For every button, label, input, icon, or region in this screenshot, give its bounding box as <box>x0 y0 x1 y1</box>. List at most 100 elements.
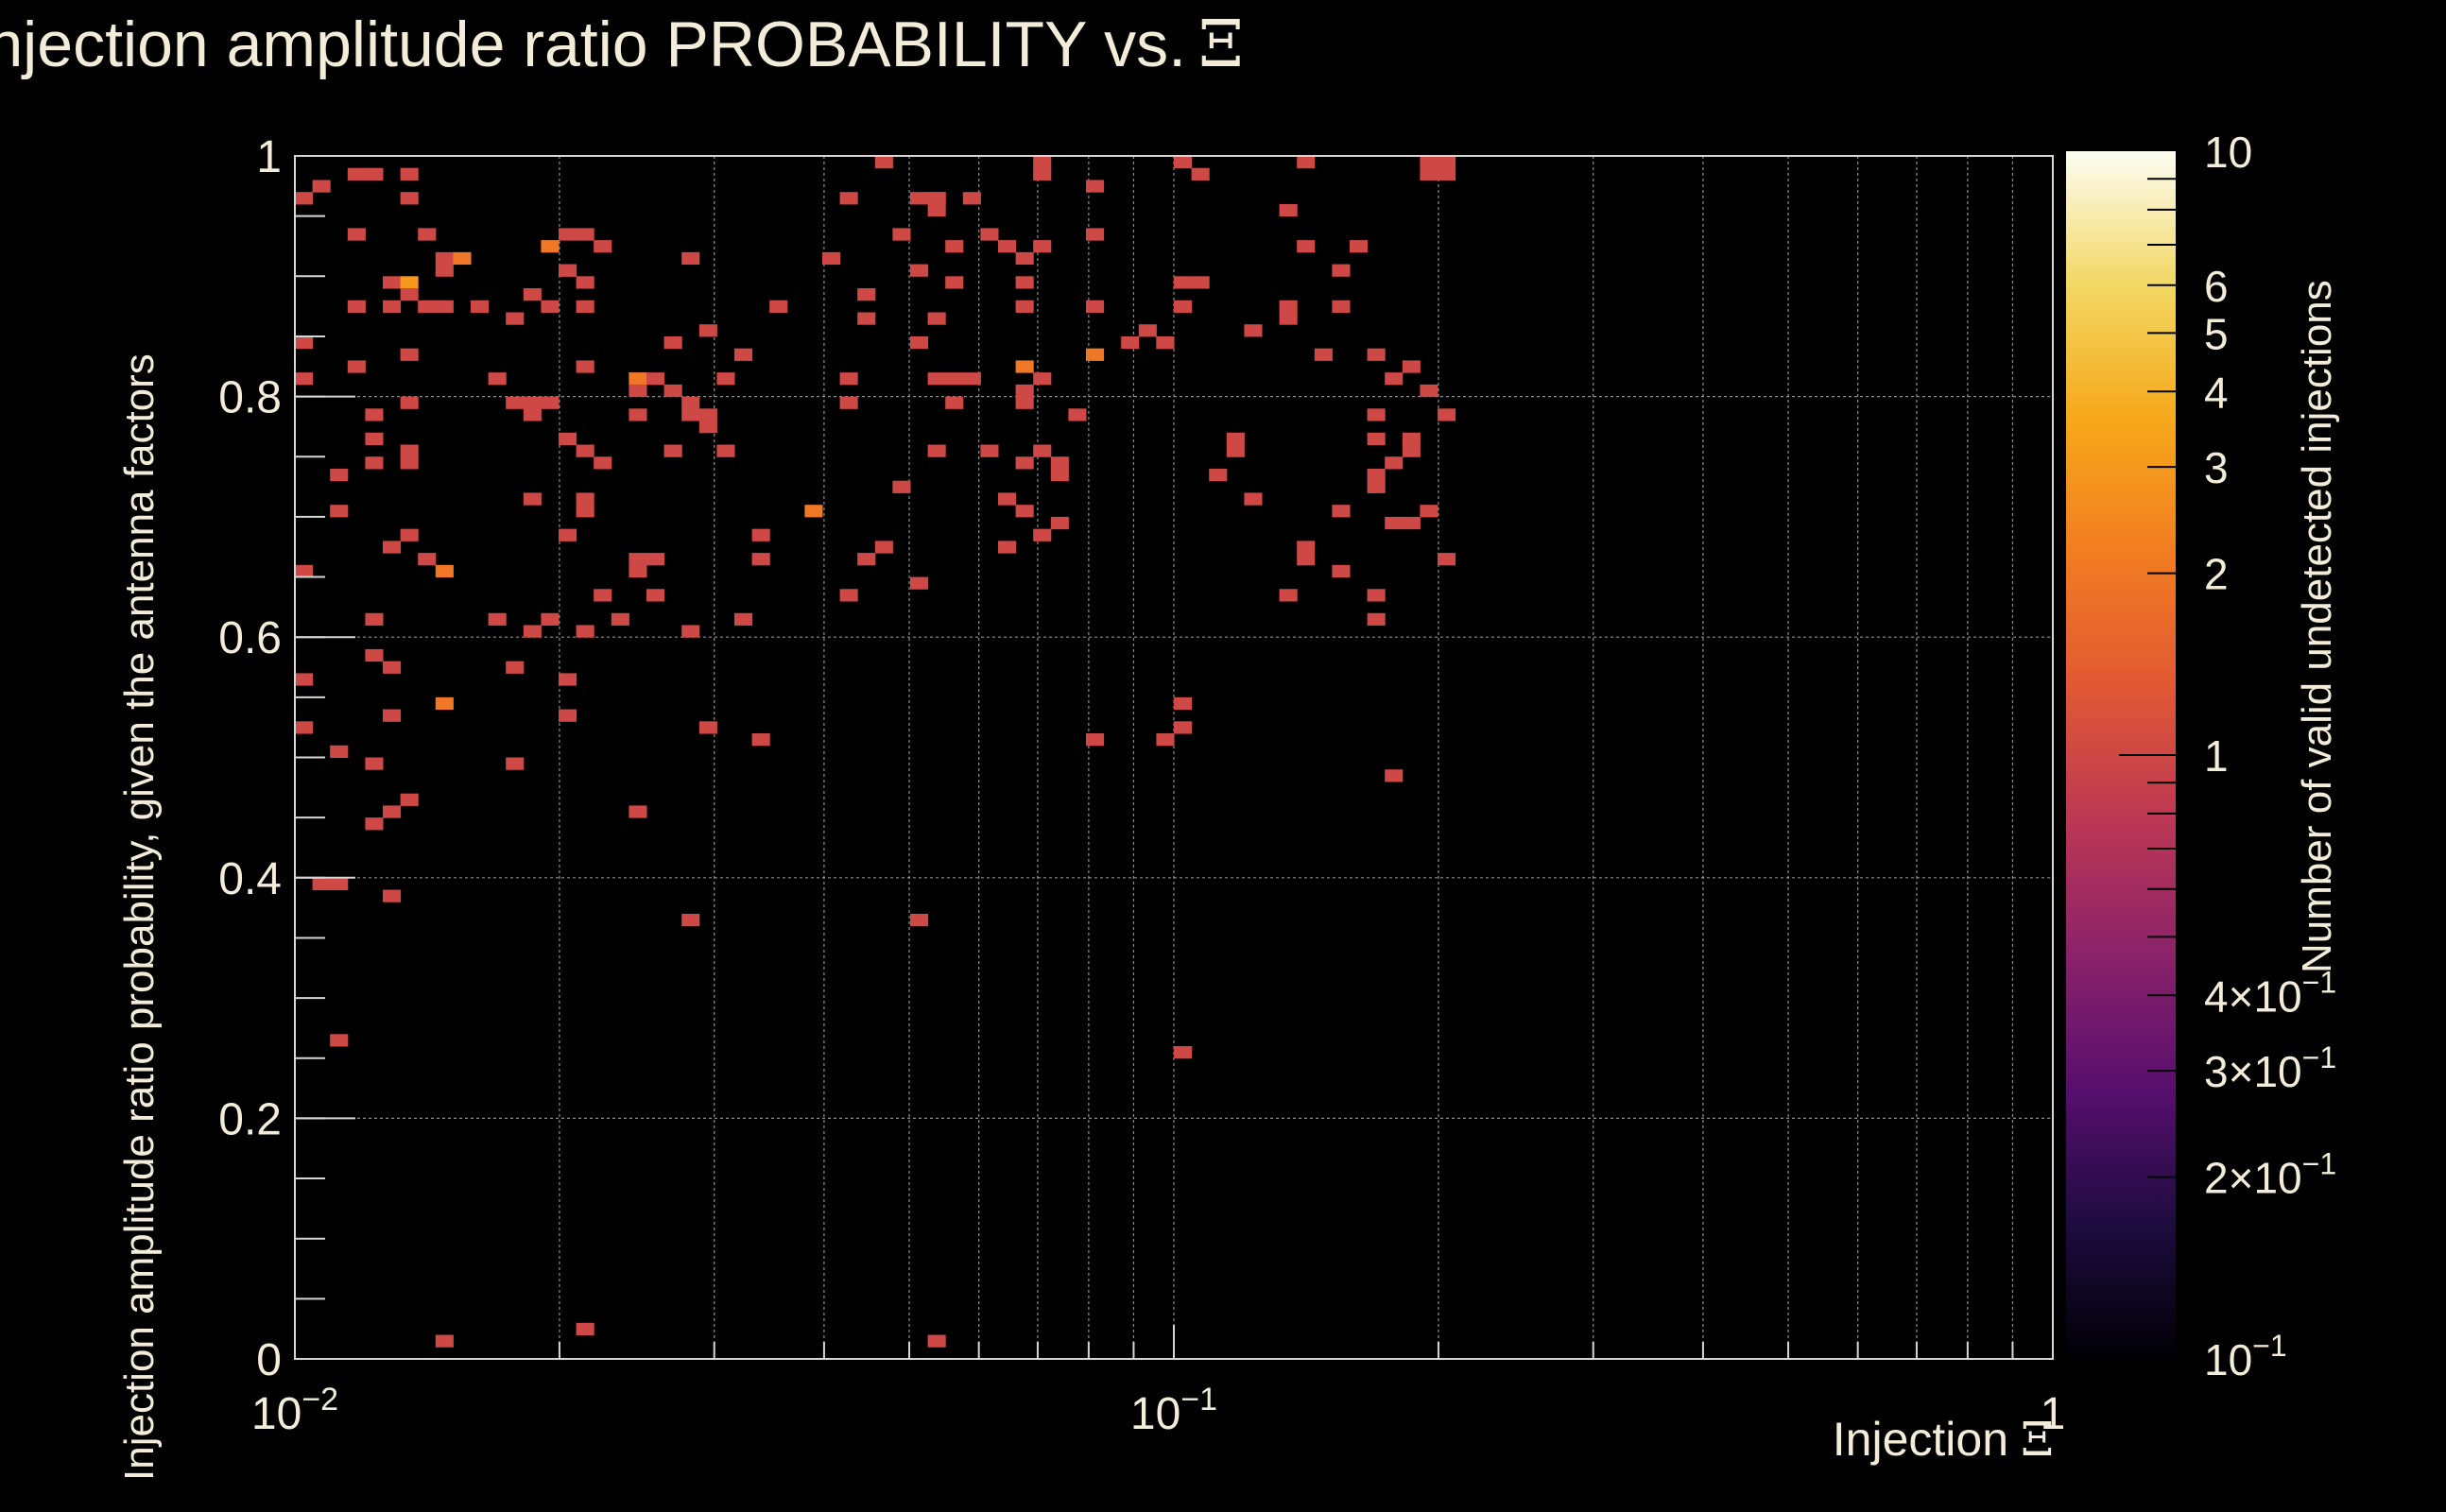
heatmap-cell <box>1086 300 1105 313</box>
y-gridlines <box>295 396 2053 1120</box>
heatmap-cell <box>594 240 612 253</box>
colorbar-tick-label-base: 4×10 <box>2204 971 2302 1021</box>
heatmap-cell <box>1402 432 1421 446</box>
heatmap-cell <box>839 396 858 409</box>
heatmap-cell <box>1438 408 1456 421</box>
heatmap-cell <box>523 625 542 638</box>
heatmap-cell <box>576 1322 594 1336</box>
heatmap-cell <box>1332 564 1351 578</box>
heatmap-cell <box>663 444 682 457</box>
heatmap-cell <box>1015 360 1034 373</box>
heatmap-cell <box>576 228 594 241</box>
heatmap-cell <box>734 348 753 361</box>
heatmap-cell <box>1086 348 1105 361</box>
heatmap-cell <box>1244 324 1263 337</box>
heatmap-cell <box>629 384 647 398</box>
heatmap-cell <box>400 192 419 205</box>
y-tick-label: 0 <box>256 1335 282 1385</box>
heatmap-cell <box>330 468 349 482</box>
heatmap-cell <box>1156 335 1175 350</box>
heatmap-cell <box>435 251 454 266</box>
heatmap-cell <box>330 505 349 518</box>
heatmap-cell <box>716 444 735 457</box>
heatmap-cell <box>1156 733 1175 747</box>
heatmap-cell <box>1033 528 1052 541</box>
heatmap-cell <box>559 709 577 722</box>
heatmap-cell <box>681 625 700 638</box>
heatmap-cell <box>471 300 490 313</box>
heatmap-cell <box>1385 516 1404 530</box>
heatmap-cells <box>295 156 1456 1348</box>
heatmap-cell <box>400 167 419 180</box>
heatmap-cell <box>857 288 876 301</box>
heatmap-cell <box>839 589 858 602</box>
heatmap-cell <box>541 300 560 313</box>
heatmap-cell <box>488 372 507 386</box>
y-tick-label: 0.6 <box>218 613 282 663</box>
heatmap-cell <box>523 288 542 301</box>
colorbar-tick-label-base: 10 <box>2204 1335 2252 1384</box>
heatmap-cell <box>1086 733 1105 747</box>
heatmap-cell <box>1174 1046 1193 1059</box>
heatmap-cell <box>1297 553 1316 566</box>
heatmap-cell <box>945 372 964 386</box>
colorbar-tick-label: 4 <box>2204 368 2229 417</box>
y-tick-labels: 0 0.2 0.4 0.6 0.8 1 <box>218 132 282 1385</box>
heatmap-cell <box>365 456 384 470</box>
x-tick-label-exponent: −2 <box>301 1382 338 1418</box>
heatmap-cell <box>1174 300 1193 313</box>
heatmap-cell <box>506 661 525 674</box>
heatmap-cell <box>751 528 770 541</box>
heatmap-cell <box>295 673 314 686</box>
heatmap-cell <box>576 492 594 506</box>
heatmap-cell <box>1297 240 1316 253</box>
colorbar-tick-label: 6 <box>2204 262 2229 311</box>
plot-area <box>294 155 2054 1360</box>
heatmap-cell <box>681 408 700 421</box>
heatmap-cell <box>629 564 647 578</box>
heatmap-cell <box>400 276 419 289</box>
heatmap-cell <box>1279 589 1298 602</box>
heatmap-cell <box>559 264 577 277</box>
heatmap-cell <box>435 300 454 313</box>
x-tick-label: 1 <box>2041 1389 2066 1439</box>
heatmap-cell <box>576 276 594 289</box>
heatmap-cell <box>681 251 700 266</box>
colorbar-label: Number of valid undetected injections <box>2294 280 2340 973</box>
heatmap-cell <box>1367 480 1386 493</box>
x-tick-label: 10−2 <box>251 1382 338 1439</box>
heatmap-cell <box>1068 408 1087 421</box>
heatmap-cell <box>541 612 560 626</box>
heatmap-cell <box>435 564 454 578</box>
heatmap-cell <box>1033 444 1052 457</box>
heatmap-cell <box>910 192 929 205</box>
heatmap-cell <box>1015 276 1034 289</box>
heatmap-cell <box>1367 432 1386 446</box>
heatmap-cell <box>1033 167 1052 180</box>
colorbar-tick-label-base: 3 <box>2204 443 2229 492</box>
colorbar-tick-label-base: 4 <box>2204 368 2229 417</box>
colorbar-tick-label-base: 2×10 <box>2204 1154 2302 1203</box>
heatmap-cell <box>927 1334 946 1348</box>
heatmap-cell <box>400 793 419 806</box>
heatmap-cell <box>400 444 419 457</box>
heatmap-cell <box>541 396 560 409</box>
heatmap-cell <box>1086 180 1105 193</box>
heatmap-cell <box>400 396 419 409</box>
y-tick-label: 0.2 <box>218 1094 282 1144</box>
heatmap-cell <box>1350 240 1369 253</box>
heatmap-cell <box>1174 276 1193 289</box>
heatmap-cell <box>1402 516 1421 530</box>
heatmap-cell <box>822 251 841 266</box>
heatmap-cell <box>523 492 542 506</box>
colorbar-tick-label: 3×10−1 <box>2204 1040 2336 1096</box>
heatmap-cell <box>1050 468 1069 482</box>
y-tick-label: 0.4 <box>218 854 282 904</box>
heatmap-cell <box>1367 589 1386 602</box>
heatmap-cell <box>1420 384 1438 398</box>
heatmap-cell <box>365 432 384 446</box>
heatmap-cell <box>1332 264 1351 277</box>
heatmap-cell <box>347 167 366 180</box>
heatmap-cell <box>1420 167 1438 180</box>
heatmap-cell <box>611 612 629 626</box>
